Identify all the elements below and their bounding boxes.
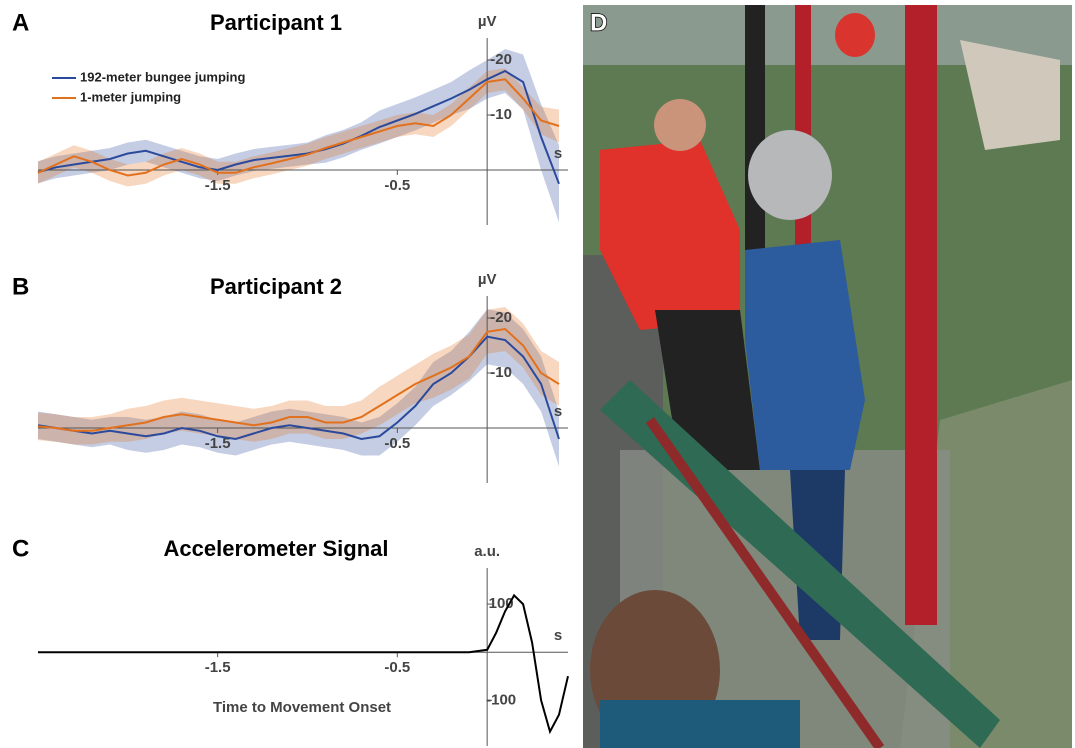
x-tick-label: -1.5 — [205, 659, 231, 676]
photo-head — [654, 99, 706, 151]
photo-black-pole — [745, 5, 765, 265]
y-tick-label: -100 — [486, 691, 516, 708]
y-tick-label: -10 — [490, 106, 512, 123]
x-tick-label: -0.5 — [384, 435, 410, 452]
figure: D A Participant 1 -1.5 -0.5 -20 -10 µV s 192-met… — [0, 0, 1075, 748]
panel-letter: B — [12, 273, 29, 300]
x-axis-label: s — [554, 627, 562, 644]
photo-cap — [748, 130, 832, 220]
y-axis-label: µV — [478, 13, 497, 30]
x-axis-title: Time to Movement Onset — [213, 699, 391, 716]
legend-label: 192-meter bungee jumping — [80, 69, 245, 84]
x-axis-label: s — [554, 403, 562, 420]
panel-letter: C — [12, 535, 29, 562]
y-axis-label: a.u. — [474, 543, 500, 560]
y-tick-label: -20 — [490, 51, 512, 68]
chart: A Participant 1 -1.5 -0.5 -20 -10 µV s 192-meter… — [12, 9, 568, 225]
photo-panel: D — [583, 5, 1072, 748]
photo-red-pole — [905, 5, 937, 625]
x-tick-label: -1.5 — [205, 177, 231, 194]
y-tick-label: -20 — [490, 309, 512, 326]
photo-jacket — [600, 700, 800, 748]
y-axis-label: µV — [478, 271, 497, 288]
photo-ball — [835, 13, 875, 57]
x-axis-label: s — [554, 145, 562, 162]
x-tick-label: -0.5 — [384, 177, 410, 194]
x-tick-label: -0.5 — [384, 659, 410, 676]
legend-label: 1-meter jumping — [80, 89, 181, 104]
panel-letter: A — [12, 9, 29, 36]
chart-title: Participant 1 — [210, 10, 342, 35]
chart-title: Participant 2 — [210, 274, 342, 299]
y-tick-label: -10 — [490, 364, 512, 381]
error-band — [38, 68, 559, 186]
panel-letter: D — [590, 9, 607, 36]
chart-title: Accelerometer Signal — [164, 536, 389, 561]
error-band — [38, 307, 559, 445]
